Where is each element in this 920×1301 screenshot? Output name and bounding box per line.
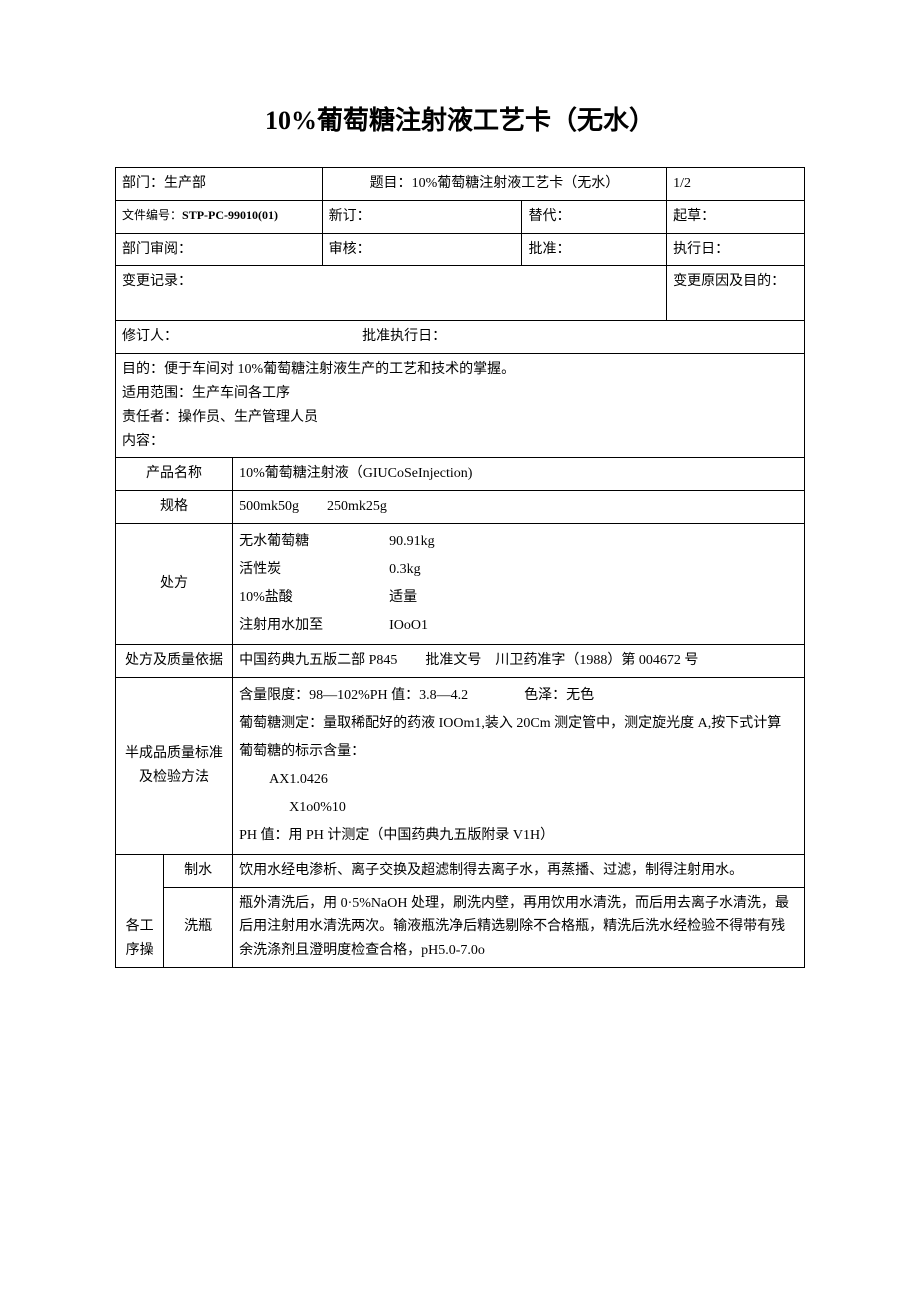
presc-row4-name: 注射用水加至	[239, 612, 389, 640]
presc-row1-name: 无水葡萄糖	[239, 528, 389, 556]
purpose-line4: 内容：	[122, 430, 798, 454]
draft-cell: 起草：	[667, 200, 805, 233]
semi-label: 半成品质量标准及检验方法	[116, 677, 233, 854]
review-cell: 审核：	[322, 233, 522, 266]
proc1-value: 饮用水经电渗析、离子交换及超滤制得去离子水，再蒸播、过滤，制得注射用水。	[233, 854, 805, 887]
presc-row3-name: 10%盐酸	[239, 584, 389, 612]
purpose-line1: 目的：便于车间对 10%葡萄糖注射液生产的工艺和技术的掌握。	[122, 358, 798, 382]
presc-row1-qty: 90.91kg	[389, 534, 435, 549]
basis-label: 处方及质量依据	[116, 644, 233, 677]
dept-value: 生产部	[164, 176, 206, 191]
exec-date-cell: 执行日：	[667, 233, 805, 266]
proc2-value: 瓶外清洗后，用 0·5%NaOH 处理，刷洗内壁，再用饮用水清洗，而后用去离子水…	[233, 887, 805, 967]
semi-line5: X1o0%10	[239, 794, 798, 822]
product-name-value: 10%葡萄糖注射液（GIUCoSeInjection)	[233, 458, 805, 491]
proc2-label: 洗瓶	[164, 887, 233, 967]
presc-row4-qty: IOoO1	[389, 618, 428, 633]
semi-line6: PH 值：用 PH 计测定（中国药典九五版附录 V1H）	[239, 822, 798, 850]
purpose-cell: 目的：便于车间对 10%葡萄糖注射液生产的工艺和技术的掌握。 适用范围：生产车间…	[116, 354, 805, 458]
change-record-cell: 变更记录：	[116, 266, 667, 321]
spec-value: 500mk50g 250mk25g	[233, 491, 805, 524]
subject-label: 题目：	[370, 176, 412, 191]
basis-value: 中国药典九五版二部 P845 批准文号 川卫药准字（1988）第 004672 …	[233, 644, 805, 677]
change-reason-cell: 变更原因及目的：	[667, 266, 805, 321]
semi-content-cell: 含量限度：98—102%PH 值：3.8—4.2 色泽：无色 葡萄糖测定：量取稀…	[233, 677, 805, 854]
prescription-label: 处方	[116, 523, 233, 644]
subject-value: 10%葡萄糖注射液工艺卡（无水）	[412, 176, 620, 191]
document-table: 部门：生产部 题目：10%葡萄糖注射液工艺卡（无水） 1/2 文件编号：STP-…	[115, 167, 805, 968]
semi-line4: AX1.0426	[239, 766, 798, 794]
procedures-label: 各工序操	[116, 854, 164, 967]
purpose-line3: 责任者：操作员、生产管理人员	[122, 406, 798, 430]
reviser-cell: 修订人： 批准执行日：	[116, 321, 805, 354]
proc1-label: 制水	[164, 854, 233, 887]
doc-no-cell: 文件编号：STP-PC-99010(01)	[116, 200, 323, 233]
subject-cell: 题目：10%葡萄糖注射液工艺卡（无水）	[322, 168, 666, 201]
approve-exec-date-label: 批准执行日：	[362, 329, 446, 344]
presc-row2-name: 活性炭	[239, 556, 389, 584]
dept-cell: 部门：生产部	[116, 168, 323, 201]
document-title: 10%葡萄糖注射液工艺卡（无水）	[115, 100, 805, 137]
reviser-label: 修订人：	[122, 325, 359, 349]
semi-line1: 含量限度：98—102%PH 值：3.8—4.2 色泽：无色	[239, 682, 798, 710]
presc-row2-qty: 0.3kg	[389, 562, 421, 577]
semi-line3: 葡萄糖的标示含量：	[239, 738, 798, 766]
spec-label: 规格	[116, 491, 233, 524]
doc-no-value: STP-PC-99010(01)	[182, 208, 278, 222]
dept-review-cell: 部门审阅：	[116, 233, 323, 266]
prescription-cell: 无水葡萄糖90.91kg 活性炭0.3kg 10%盐酸适量 注射用水加至IOoO…	[233, 523, 805, 644]
page-cell: 1/2	[667, 168, 805, 201]
new-cell: 新订：	[322, 200, 522, 233]
purpose-line2: 适用范围：生产车间各工序	[122, 382, 798, 406]
presc-row3-qty: 适量	[389, 590, 417, 605]
approve-cell: 批准：	[522, 233, 667, 266]
dept-label: 部门：	[122, 176, 164, 191]
replace-cell: 替代：	[522, 200, 667, 233]
doc-no-label: 文件编号：	[122, 208, 182, 222]
semi-line2: 葡萄糖测定：量取稀配好的药液 IOOm1,装入 20Cm 测定管中，测定旋光度 …	[239, 710, 798, 738]
product-name-label: 产品名称	[116, 458, 233, 491]
